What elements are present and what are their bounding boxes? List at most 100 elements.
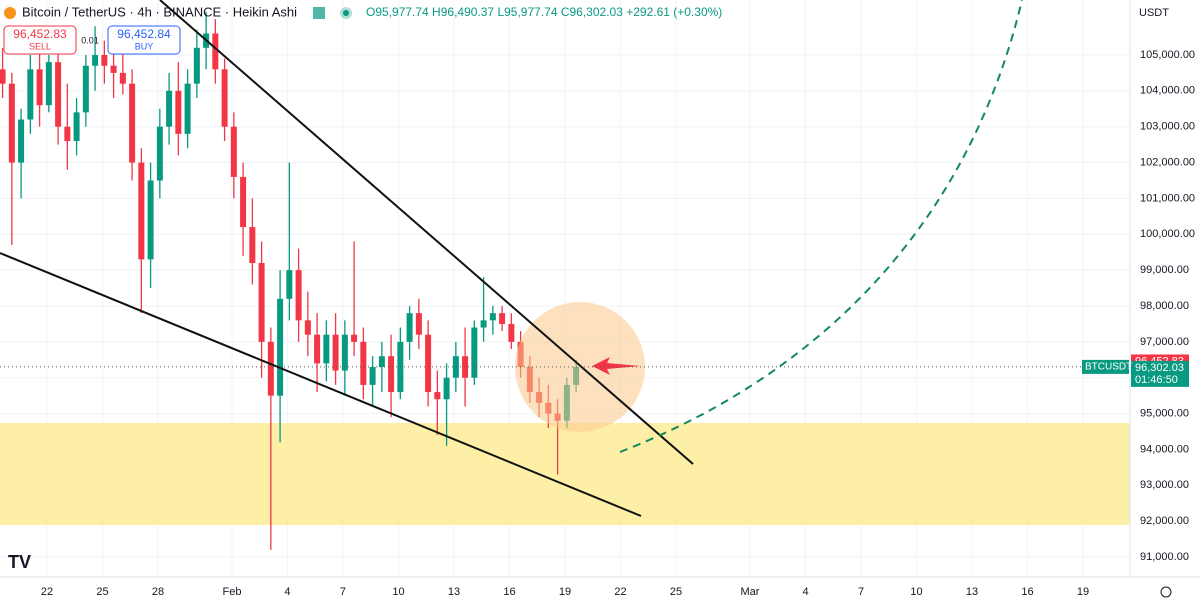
candle-body [286,270,293,299]
currency: USDT [1139,7,1169,19]
candle-body [18,119,25,163]
candle-body [332,334,339,371]
last-label: 96,302.03 [1135,362,1184,374]
x-tick-label: Feb [223,586,242,598]
x-tick-label: 19 [1077,586,1089,598]
coin-icon [4,7,16,19]
y-tick-label: 95,000.00 [1140,407,1189,419]
countdown: 01:46:50 [1135,374,1178,386]
sell-price: 96,452.83 [13,27,67,41]
buy-button[interactable] [107,25,181,55]
x-tick-label: 19 [559,586,571,598]
candle-body [119,72,126,84]
candle-body [406,313,413,342]
x-tick-label: 22 [41,586,53,598]
quantity: 0.01 [81,35,99,45]
x-tick-label: 25 [670,586,682,598]
y-tick-label: 99,000.00 [1140,264,1189,276]
candle-body [230,126,237,177]
candle-body [499,313,506,324]
candle-body [45,62,52,106]
symbol-label: BTCUSDT [1085,362,1132,373]
y-tick-label: 103,000.00 [1140,121,1195,133]
y-axis: 91,000.00 92,000.00 93,000.00 94,000.00 95,0… [1131,49,1195,563]
x-tick-label: 22 [614,586,626,598]
candle-body [378,356,385,367]
candle-body [508,323,515,342]
candle-body [277,298,284,396]
symbol-box [1082,359,1129,374]
y-tick-label: 104,000.00 [1140,85,1195,97]
candle-body [0,69,6,84]
x-tick-label: 13 [966,586,978,598]
arrow [592,357,640,375]
candle-body [138,162,145,260]
candle-body [462,356,469,378]
x-tick-label: 10 [910,586,922,598]
candle-body [425,334,432,393]
candle-body [8,83,15,163]
candle-body [249,227,256,263]
lower-trendline [0,252,642,517]
candle-body [471,327,478,378]
x-axis: 22 25 28 Feb 4 7 10 13 16 19 22 25 Mar 4 7 10 13 16 19 [41,586,1089,598]
y-tick-label: 94,000.00 [1140,443,1189,455]
y-tick-label: 105,000.00 [1140,49,1195,61]
candles [0,11,580,550]
buy-label: BUY [135,41,154,51]
tv-logo: TV [8,552,31,572]
candle-body [92,54,99,66]
candle-body [415,313,422,335]
candle-body [489,313,496,321]
candle-body [193,47,200,84]
candle-body [295,270,302,321]
candle-body [351,334,358,342]
candle-body [129,83,136,163]
candle-body [175,90,182,134]
x-tick-label: 4 [802,586,808,598]
candle-body [443,377,450,400]
candle-body [240,176,247,228]
status-icon [343,10,349,16]
candle-body [323,334,330,364]
x-tick-label: 13 [448,586,460,598]
y-tick-label: 97,000.00 [1140,336,1189,348]
candle-body [388,356,395,393]
x-tick-label: 4 [284,586,290,598]
sell-label: SELL [29,41,51,51]
candle-body [360,341,367,385]
last-box [1131,360,1189,387]
candle-body [221,69,228,127]
x-tick-label: 16 [1021,586,1033,598]
x-tick-label: 25 [96,586,108,598]
candle-body [341,334,348,371]
upper-trendline [159,0,694,465]
candle-body [452,356,459,378]
candle-body [101,54,108,66]
buy-price: 96,452.84 [117,27,171,41]
projection-path [619,0,1023,453]
settings-icon[interactable] [1160,586,1172,598]
y-tick-label: 100,000.00 [1140,228,1195,240]
x-tick-label: 10 [392,586,404,598]
x-tick-label: 7 [340,586,346,598]
candle-body [258,262,265,342]
flag-icon [313,7,325,19]
support-zone [0,423,1130,525]
candle-body [82,65,89,113]
ohlc: O95,977.74 H96,490.37 L95,977.74 C96,302… [366,5,722,19]
y-tick-label: 98,000.00 [1140,300,1189,312]
x-tick-label: Mar [741,586,760,598]
candle-body [110,65,117,73]
candle-body [55,62,62,127]
y-tick-label: 93,000.00 [1140,479,1189,491]
candle-body [434,392,441,400]
candle-body [267,341,274,396]
candle-body [27,69,34,120]
sell-button[interactable] [3,25,77,55]
candle-body [73,112,80,142]
y-tick-label: 101,000.00 [1140,192,1195,204]
x-tick-label: 28 [152,586,164,598]
candle-body [369,366,376,385]
